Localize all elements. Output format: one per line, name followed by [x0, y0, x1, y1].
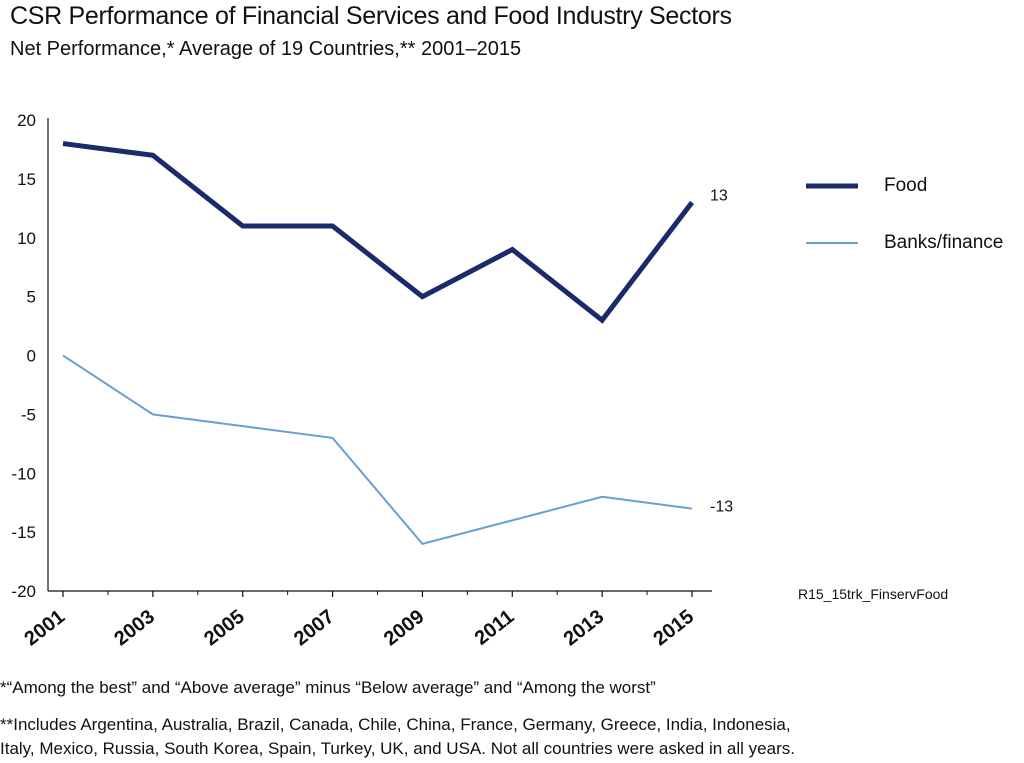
series-lines: 13 -13 [62, 141, 733, 546]
series-line-food [62, 141, 694, 324]
x-tick-label: 2013 [560, 606, 609, 651]
x-tick-label: 2009 [380, 606, 429, 651]
legend: Food Banks/finance [806, 175, 1003, 253]
legend-label: Banks/finance [884, 232, 1003, 253]
chart-subtitle: Net Performance,* Average of 19 Countrie… [10, 38, 522, 60]
y-tick-label: -20 [11, 582, 36, 601]
footnote-countries-line1: **Includes Argentina, Australia, Brazil,… [0, 715, 791, 734]
chart-title: CSR Performance of Financial Services an… [10, 2, 732, 30]
x-tick-label: 2005 [200, 606, 249, 651]
y-tick-label: 20 [17, 111, 36, 130]
y-tick-label: -10 [11, 464, 36, 483]
x-tick-label: 2007 [290, 606, 339, 651]
footnote-countries: **Includes Argentina, Australia, Brazil,… [0, 713, 795, 761]
y-tick-label: 10 [17, 229, 36, 248]
x-tick-label: 2011 [471, 606, 519, 650]
y-axis: 20 15 10 5 0 -5 -10 -15 -20 [11, 111, 49, 601]
footnote-countries-line2: Italy, Mexico, Russia, South Korea, Spai… [0, 739, 795, 758]
footnote-definition: *“Among the best” and “Above average” mi… [0, 676, 656, 700]
series-line-banks-finance [62, 354, 693, 546]
legend-label: Food [884, 175, 927, 196]
end-label-food: 13 [710, 187, 728, 204]
y-tick-label: 5 [27, 288, 36, 307]
source-code: R15_15trk_FinservFood [798, 586, 949, 602]
x-tick-label: 2015 [649, 606, 698, 651]
x-tick-label: 2001 [20, 606, 69, 651]
y-tick-label: -5 [21, 405, 36, 424]
x-tick-label: 2003 [110, 606, 159, 651]
y-tick-label: -15 [11, 523, 36, 542]
end-label-banks-finance: -13 [710, 499, 733, 516]
y-tick-label: 0 [27, 347, 36, 366]
footnote-definition-text: *“Among the best” and “Above average” mi… [0, 678, 656, 697]
x-axis: 2001 2003 2005 2007 2009 2011 2013 2015 [20, 590, 712, 651]
y-tick-label: 15 [17, 170, 36, 189]
